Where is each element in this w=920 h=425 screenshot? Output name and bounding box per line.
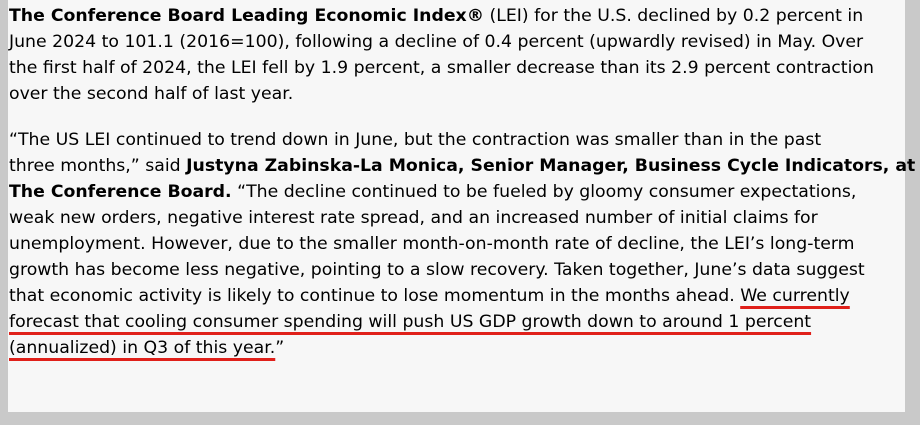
index-name: The Conference Board Leading Economic In… [9, 6, 484, 26]
text-line: forecast that cooling consumer spending … [9, 309, 913, 335]
highlighted-forecast: We currently [740, 286, 850, 306]
text-line: over the second half of last year. [9, 84, 294, 104]
press-release-text: The Conference Board Leading Economic In… [9, 3, 916, 361]
paragraph-quote: “The US LEI continued to trend down in J… [9, 127, 916, 361]
paragraph-lei-summary: The Conference Board Leading Economic In… [9, 3, 913, 107]
organization-name: The Conference Board. [9, 182, 232, 202]
highlighted-forecast: (annualized) in Q3 of this year. [9, 338, 276, 358]
text-fragment: (LEI) for the U.S. declined by 0.2 perce… [483, 6, 864, 26]
text-line: “The US LEI continued to trend down in J… [9, 130, 822, 150]
text-line: The Conference Board. “The decline conti… [9, 179, 913, 205]
document-panel [8, 0, 905, 412]
closing-quote: ” [275, 338, 285, 358]
text-line: (annualized) in Q3 of this year.” [9, 335, 913, 361]
text-line: growth has become less negative, pointin… [9, 260, 865, 280]
text-fragment: “The decline continued to be fueled by g… [231, 182, 857, 202]
text-line: The Conference Board Leading Economic In… [9, 3, 913, 29]
text-line: June 2024 to 101.1 (2016=100), following… [9, 32, 864, 52]
text-line: that economic activity is likely to cont… [9, 283, 913, 309]
text-line: weak new orders, negative interest rate … [9, 208, 818, 228]
speaker-name: Justyna Zabinska-La Monica, Senior Manag… [186, 156, 916, 176]
text-fragment: that economic activity is likely to cont… [9, 286, 741, 306]
text-line: the first half of 2024, the LEI fell by … [9, 58, 874, 78]
text-fragment: three months,” said [9, 156, 187, 176]
text-line: three months,” said Justyna Zabinska-La … [9, 153, 916, 179]
text-line: unemployment. However, due to the smalle… [9, 234, 855, 254]
highlighted-forecast: forecast that cooling consumer spending … [9, 312, 812, 332]
